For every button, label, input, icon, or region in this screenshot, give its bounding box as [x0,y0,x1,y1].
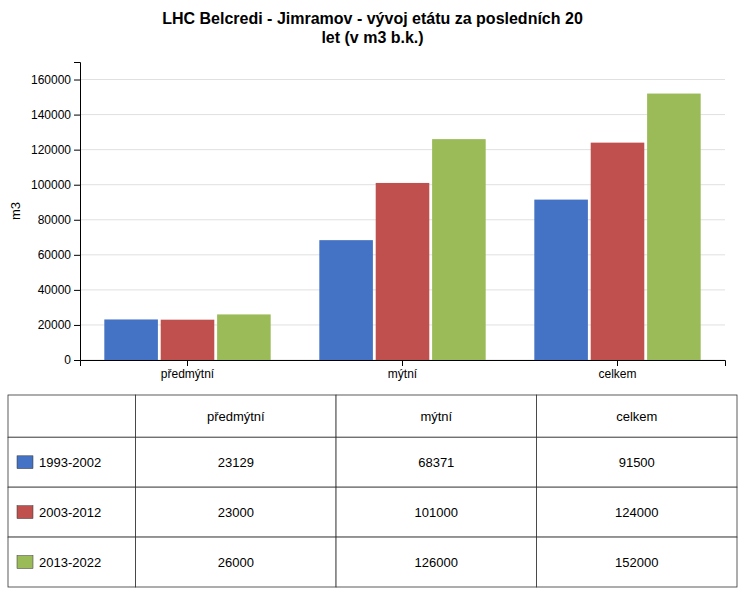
y-tick-mark [74,360,80,361]
y-tick: 20000 [38,318,80,332]
y-axis-title: m3 [8,202,23,220]
bar [647,94,701,360]
bar [534,200,588,360]
y-tick: 120000 [31,143,80,157]
y-tick-label: 40000 [38,283,72,297]
table-value: 23129 [218,455,254,470]
table-cell [136,487,336,537]
table-cell [136,437,336,487]
x-tick-mark [187,360,188,366]
table-swatch [17,556,33,569]
x-tick: mýtní [388,360,418,381]
x-tick-label: mýtní [388,367,418,381]
table-value: 26000 [218,555,254,570]
bar [161,320,215,360]
grid [80,80,725,360]
y-tick: 0 [64,353,80,367]
y-tick: 100000 [31,178,80,192]
table-cell [8,487,136,537]
table-value: 91500 [619,455,655,470]
bar [376,183,430,360]
y-tick-mark [74,255,80,256]
table-cell [8,395,136,437]
y-tick-mark [74,80,80,81]
y-tick-mark [74,150,80,151]
y-tick-mark [74,325,80,326]
table-cell [336,537,536,587]
table-value: 152000 [615,555,658,570]
table: předmýtní mýtní celkem 1993-2002 23129 68371 9… [8,395,737,587]
table-cell [537,437,737,487]
table-cell [336,395,536,437]
x-tick-mark [402,360,403,366]
x-axis: předmýtní mýtní celkem [81,360,726,381]
y-tick: 60000 [38,248,80,262]
table-row-label: 2003-2012 [39,505,101,520]
bar [217,314,271,360]
grid-line [80,79,725,80]
table-cell [537,487,737,537]
y-tick-label: 160000 [31,73,71,87]
y-tick-mark [74,220,80,221]
table-row-label: 2013-2022 [39,555,101,570]
table-value: 101000 [415,505,458,520]
y-tick-label: 60000 [38,248,72,262]
chart-container: LHC Belcredi - Jimramov - vývoj etátu za… [0,0,745,593]
y-tick-mark [74,115,80,116]
bar [591,143,645,360]
bar-series [104,200,588,360]
x-axis-line [81,361,726,367]
table-value: 124000 [615,505,658,520]
y-tick-label: 0 [64,353,71,367]
table-swatch [17,456,33,469]
y-tick: 40000 [38,283,80,297]
table-value: 68371 [418,455,454,470]
y-tick-label: 100000 [31,178,71,192]
y-tick: 160000 [31,73,80,87]
table-cell [336,487,536,537]
table-cell [8,537,136,587]
table-cell [537,537,737,587]
table-row-label: 1993-2002 [39,455,101,470]
table-cell [537,395,737,437]
bar [432,139,486,360]
y-axis: 0 20000 40000 60000 80000 100000 120000 140000 1… [31,63,81,368]
x-tick-label: předmýtní [161,367,215,381]
chart: LHC Belcredi - Jimramov - vývoj etátu za… [0,0,745,593]
y-tick-mark [74,290,80,291]
table-header: celkem [616,409,657,424]
y-tick-label: 120000 [31,143,71,157]
table-header: mýtní [420,409,452,424]
bars [104,94,700,360]
y-tick-label: 140000 [31,108,71,122]
bar [104,319,158,360]
x-tick-mark [617,360,618,366]
bar-series [161,143,645,360]
title: LHC Belcredi - Jimramov - vývoj etátu za… [162,10,583,46]
y-tick: 80000 [38,213,80,227]
y-tick-mark [74,185,80,186]
x-tick: předmýtní [161,360,215,381]
table-header: předmýtní [207,409,265,424]
bar-series [217,94,701,360]
table-cell [336,437,536,487]
x-tick-label: celkem [598,367,636,381]
table-cell [136,537,336,587]
y-tick: 140000 [31,108,80,122]
x-tick: celkem [598,360,636,381]
table-value: 126000 [415,555,458,570]
y-tick-label: 80000 [38,213,72,227]
grid-line [80,114,725,115]
table-value: 23000 [218,505,254,520]
bar [319,240,373,360]
title-line: let (v m3 b.k.) [321,29,423,46]
table-cell [8,437,136,487]
table-cell [136,395,336,437]
table-swatch [17,506,33,519]
plot: 0 20000 40000 60000 80000 100000 120000 140000 1… [31,63,726,381]
y-tick-label: 20000 [38,318,72,332]
y-axis-line [74,63,81,361]
title-line: LHC Belcredi - Jimramov - vývoj etátu za… [162,10,583,27]
